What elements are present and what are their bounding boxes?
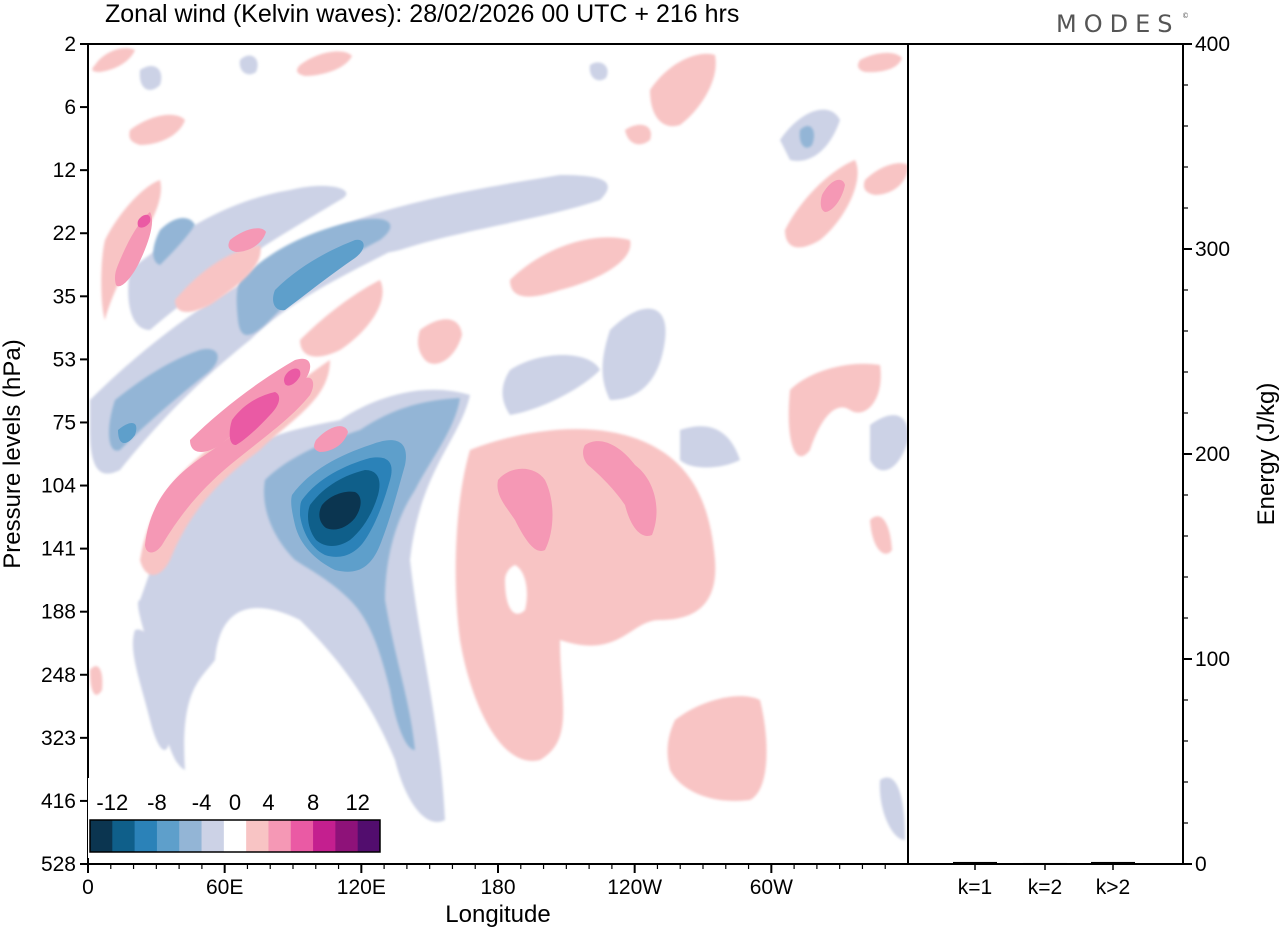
chart-title: Zonal wind (Kelvin waves): 28/02/2026 00… <box>105 0 739 28</box>
colorbar-swatch <box>357 820 381 852</box>
energy-bar <box>953 861 997 864</box>
x-axis-label: Longitude <box>445 901 550 928</box>
colorbar-tick-label: 4 <box>262 790 274 815</box>
energy-panel <box>907 43 1184 865</box>
x-tick-label: 120W <box>607 876 662 899</box>
y-tick-label: 2 <box>64 33 76 56</box>
colorbar-swatch <box>335 820 359 852</box>
colorbar-tick-label: -12 <box>96 790 128 815</box>
colorbar-swatch <box>246 820 269 852</box>
energy-tick-label: 200 <box>1195 443 1230 466</box>
y-tick-label: 104 <box>41 475 76 498</box>
y-axis-label: Pressure levels (hPa) <box>0 339 26 568</box>
colorbar-swatch <box>268 820 292 852</box>
brand-name: MODES <box>1056 10 1179 38</box>
y-tick-label: 35 <box>53 285 76 308</box>
y-tick-label: 248 <box>41 664 76 687</box>
energy-axis-label: Energy (J/kg) <box>1253 383 1280 526</box>
y-tick-label: 75 <box>53 411 76 434</box>
anomaly-magenta <box>137 214 301 446</box>
modes-logo: MODES © <box>1056 10 1189 38</box>
energy-bar <box>1091 861 1135 864</box>
brand-mark: © <box>1182 12 1189 20</box>
energy-bar <box>1023 862 1067 865</box>
y-tick-label: 188 <box>41 601 76 624</box>
colorbar-tick-label: 0 <box>229 790 241 815</box>
colorbar-tick-label: 8 <box>307 790 319 815</box>
energy-category-label: k=2 <box>1028 876 1062 899</box>
colorbar-swatch <box>313 820 336 852</box>
y-tick-label: 22 <box>53 222 76 245</box>
colorbar-swatch <box>201 820 225 852</box>
y-tick-label: 6 <box>64 96 76 119</box>
x-tick-label: 180 <box>480 876 515 899</box>
y-tick-label: 528 <box>41 853 76 876</box>
x-tick-label: 120E <box>337 876 386 899</box>
anomaly-pink <box>114 179 845 553</box>
pressure-axis: 2 6 12 22 35 53 75 104 141 188 248 323 416 528 <box>41 33 88 876</box>
colorbar-tick-label: -4 <box>192 790 212 815</box>
colorbar-swatch <box>290 820 314 852</box>
energy-category-label: k=1 <box>958 876 992 899</box>
energy-tick-label: 300 <box>1195 238 1230 261</box>
anomaly-navy <box>319 491 361 530</box>
y-tick-label: 416 <box>41 790 76 813</box>
energy-tick-label: 100 <box>1195 648 1230 671</box>
energy-axis: 0 100 200 300 400 k=1 k=2 k>2 <box>958 33 1230 899</box>
colorbar: -12 -8 -4 0 4 8 12 <box>88 778 382 858</box>
colorbar-swatch <box>223 820 247 852</box>
colorbar-swatch <box>134 820 158 852</box>
colorbar-swatch <box>179 820 203 852</box>
colorbar-swatch <box>90 820 113 852</box>
y-tick-label: 12 <box>53 159 76 182</box>
energy-category-label: k>2 <box>1096 876 1130 899</box>
longitude-axis: 0 60E 120E 180 120W 60W <box>82 864 886 899</box>
zonal-wind-heatmap <box>88 44 908 864</box>
colorbar-tick-label: 12 <box>345 790 369 815</box>
colorbar-frame <box>89 819 381 853</box>
energy-tick-label: 0 <box>1195 853 1207 876</box>
x-tick-label: 0 <box>82 876 94 899</box>
energy-frame <box>907 43 1184 865</box>
x-tick-label: 60E <box>206 876 243 899</box>
energy-tick-label: 400 <box>1195 33 1230 56</box>
colorbar-tick-label: -8 <box>147 790 167 815</box>
y-tick-label: 323 <box>41 727 76 750</box>
y-tick-label: 53 <box>53 348 76 371</box>
y-tick-label: 141 <box>41 538 76 561</box>
colorbar-swatch <box>156 820 180 852</box>
colorbar-swatch <box>112 820 136 852</box>
x-tick-label: 60W <box>750 876 793 899</box>
